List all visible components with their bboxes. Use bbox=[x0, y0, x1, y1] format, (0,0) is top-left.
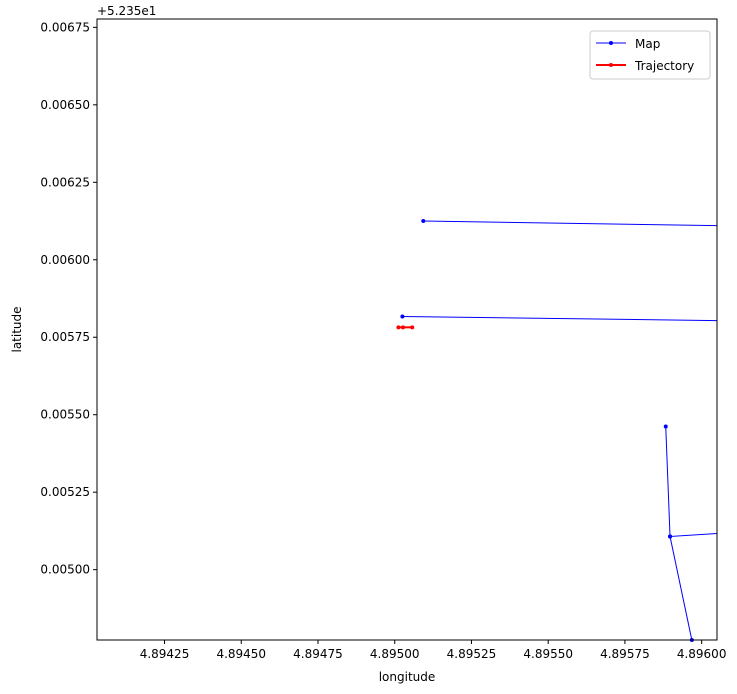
y-axis: 0.00500 0.00525 0.00550 0.00575 0.00600 0.006… bbox=[40, 20, 97, 577]
y-tick-label: 0.00600 bbox=[40, 253, 90, 267]
y-axis-title: latitude bbox=[10, 306, 24, 352]
x-tick-label: 4.89450 bbox=[216, 647, 266, 661]
map-point bbox=[400, 314, 405, 319]
legend-label-trajectory: Trajectory bbox=[634, 59, 694, 73]
x-axis-title: longitude bbox=[379, 670, 436, 684]
y-tick-label: 0.00525 bbox=[40, 485, 90, 499]
x-tick-label: 4.89525 bbox=[447, 647, 497, 661]
map-point bbox=[668, 534, 673, 539]
map-line bbox=[423, 220, 717, 227]
plot-markers bbox=[396, 219, 694, 642]
trajectory-point bbox=[410, 325, 415, 330]
map-line bbox=[669, 536, 693, 640]
map-line bbox=[402, 315, 717, 322]
map-point bbox=[663, 424, 668, 429]
plot-frame bbox=[96, 18, 718, 641]
y-offset-text: +5.235e1 bbox=[97, 4, 156, 18]
x-tick-label: 4.89550 bbox=[523, 647, 573, 661]
y-tick-label: 0.00550 bbox=[40, 408, 90, 422]
y-tick-label: 0.00500 bbox=[40, 563, 90, 577]
y-tick-label: 0.00575 bbox=[40, 330, 90, 344]
legend: Map Trajectory bbox=[589, 30, 711, 80]
x-tick-label: 4.89475 bbox=[293, 647, 343, 661]
legend-marker-map bbox=[609, 41, 613, 45]
x-tick-label: 4.89500 bbox=[370, 647, 420, 661]
x-tick-label: 4.89600 bbox=[677, 647, 727, 661]
x-tick-label: 4.89425 bbox=[140, 647, 190, 661]
map-point bbox=[421, 219, 426, 224]
x-tick-label: 4.89575 bbox=[600, 647, 650, 661]
legend-marker-trajectory bbox=[609, 63, 613, 67]
trajectory-point bbox=[396, 325, 401, 330]
plot-lines bbox=[398, 220, 717, 640]
legend-label-map: Map bbox=[635, 37, 660, 51]
x-axis: 4.89425 4.89450 4.89475 4.89500 4.89525 4.895… bbox=[140, 640, 727, 661]
map-line bbox=[665, 426, 717, 538]
y-tick-label: 0.00650 bbox=[40, 98, 90, 112]
y-tick-label: 0.00675 bbox=[40, 20, 90, 34]
y-tick-label: 0.00625 bbox=[40, 175, 90, 189]
trajectory-point bbox=[401, 325, 406, 330]
